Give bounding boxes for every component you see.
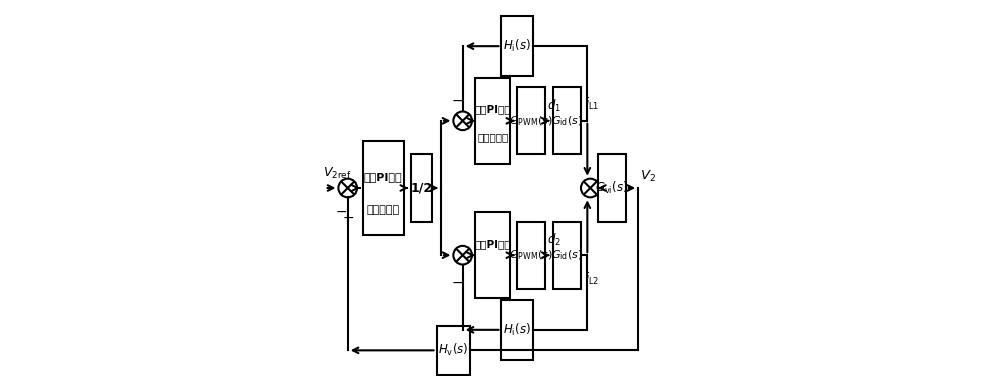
FancyBboxPatch shape <box>501 16 533 76</box>
FancyBboxPatch shape <box>553 87 581 155</box>
Text: $H_{\mathrm{v}}(s)$: $H_{\mathrm{v}}(s)$ <box>438 342 469 358</box>
Circle shape <box>338 179 357 197</box>
Text: $i_{\mathrm{L2}}$: $i_{\mathrm{L2}}$ <box>585 271 600 288</box>
Text: 模糊PI控制: 模糊PI控制 <box>364 172 402 182</box>
Text: $V_{\mathrm{2ref}}$: $V_{\mathrm{2ref}}$ <box>323 165 351 180</box>
Circle shape <box>453 246 472 264</box>
Text: −: − <box>451 276 463 290</box>
FancyBboxPatch shape <box>411 155 432 221</box>
Text: $d_1$: $d_1$ <box>547 98 561 114</box>
Text: 模糊PI控制: 模糊PI控制 <box>474 105 511 115</box>
FancyBboxPatch shape <box>475 78 510 164</box>
Text: $G_{\mathrm{PWM}}(s)$: $G_{\mathrm{PWM}}(s)$ <box>509 249 553 262</box>
Text: −: − <box>451 94 463 108</box>
FancyBboxPatch shape <box>363 141 404 235</box>
Text: −: − <box>342 211 354 224</box>
Text: $d_2$: $d_2$ <box>547 232 561 248</box>
Text: 模糊PI控制: 模糊PI控制 <box>474 239 511 249</box>
Text: 电流调节器: 电流调节器 <box>477 133 508 143</box>
Circle shape <box>581 179 600 197</box>
Text: $G_{\mathrm{id}}(s)$: $G_{\mathrm{id}}(s)$ <box>551 249 582 262</box>
Text: 电压调节器: 电压调节器 <box>367 205 400 215</box>
FancyBboxPatch shape <box>475 212 510 298</box>
Text: $G_{\mathrm{PWM}}(s)$: $G_{\mathrm{PWM}}(s)$ <box>509 114 553 127</box>
Text: $V_2$: $V_2$ <box>640 169 656 184</box>
Text: $G_{\mathrm{vi}}(s)$: $G_{\mathrm{vi}}(s)$ <box>595 180 628 196</box>
Text: −: − <box>335 205 347 219</box>
Text: $i_{\mathrm{L1}}$: $i_{\mathrm{L1}}$ <box>585 96 600 112</box>
Text: $H_{\mathrm{i}}(s)$: $H_{\mathrm{i}}(s)$ <box>503 322 531 338</box>
Text: 1/2: 1/2 <box>410 182 432 194</box>
FancyBboxPatch shape <box>437 326 470 374</box>
Circle shape <box>453 112 472 130</box>
FancyBboxPatch shape <box>517 87 545 155</box>
FancyBboxPatch shape <box>517 221 545 289</box>
FancyBboxPatch shape <box>553 221 581 289</box>
FancyBboxPatch shape <box>501 300 533 360</box>
Text: $G_{\mathrm{id}}(s)$: $G_{\mathrm{id}}(s)$ <box>551 114 582 127</box>
FancyBboxPatch shape <box>598 155 626 221</box>
Text: $H_{\mathrm{i}}(s)$: $H_{\mathrm{i}}(s)$ <box>503 38 531 54</box>
